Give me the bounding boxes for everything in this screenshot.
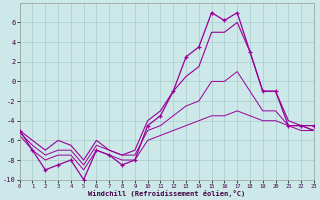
X-axis label: Windchill (Refroidissement éolien,°C): Windchill (Refroidissement éolien,°C) xyxy=(88,190,245,197)
